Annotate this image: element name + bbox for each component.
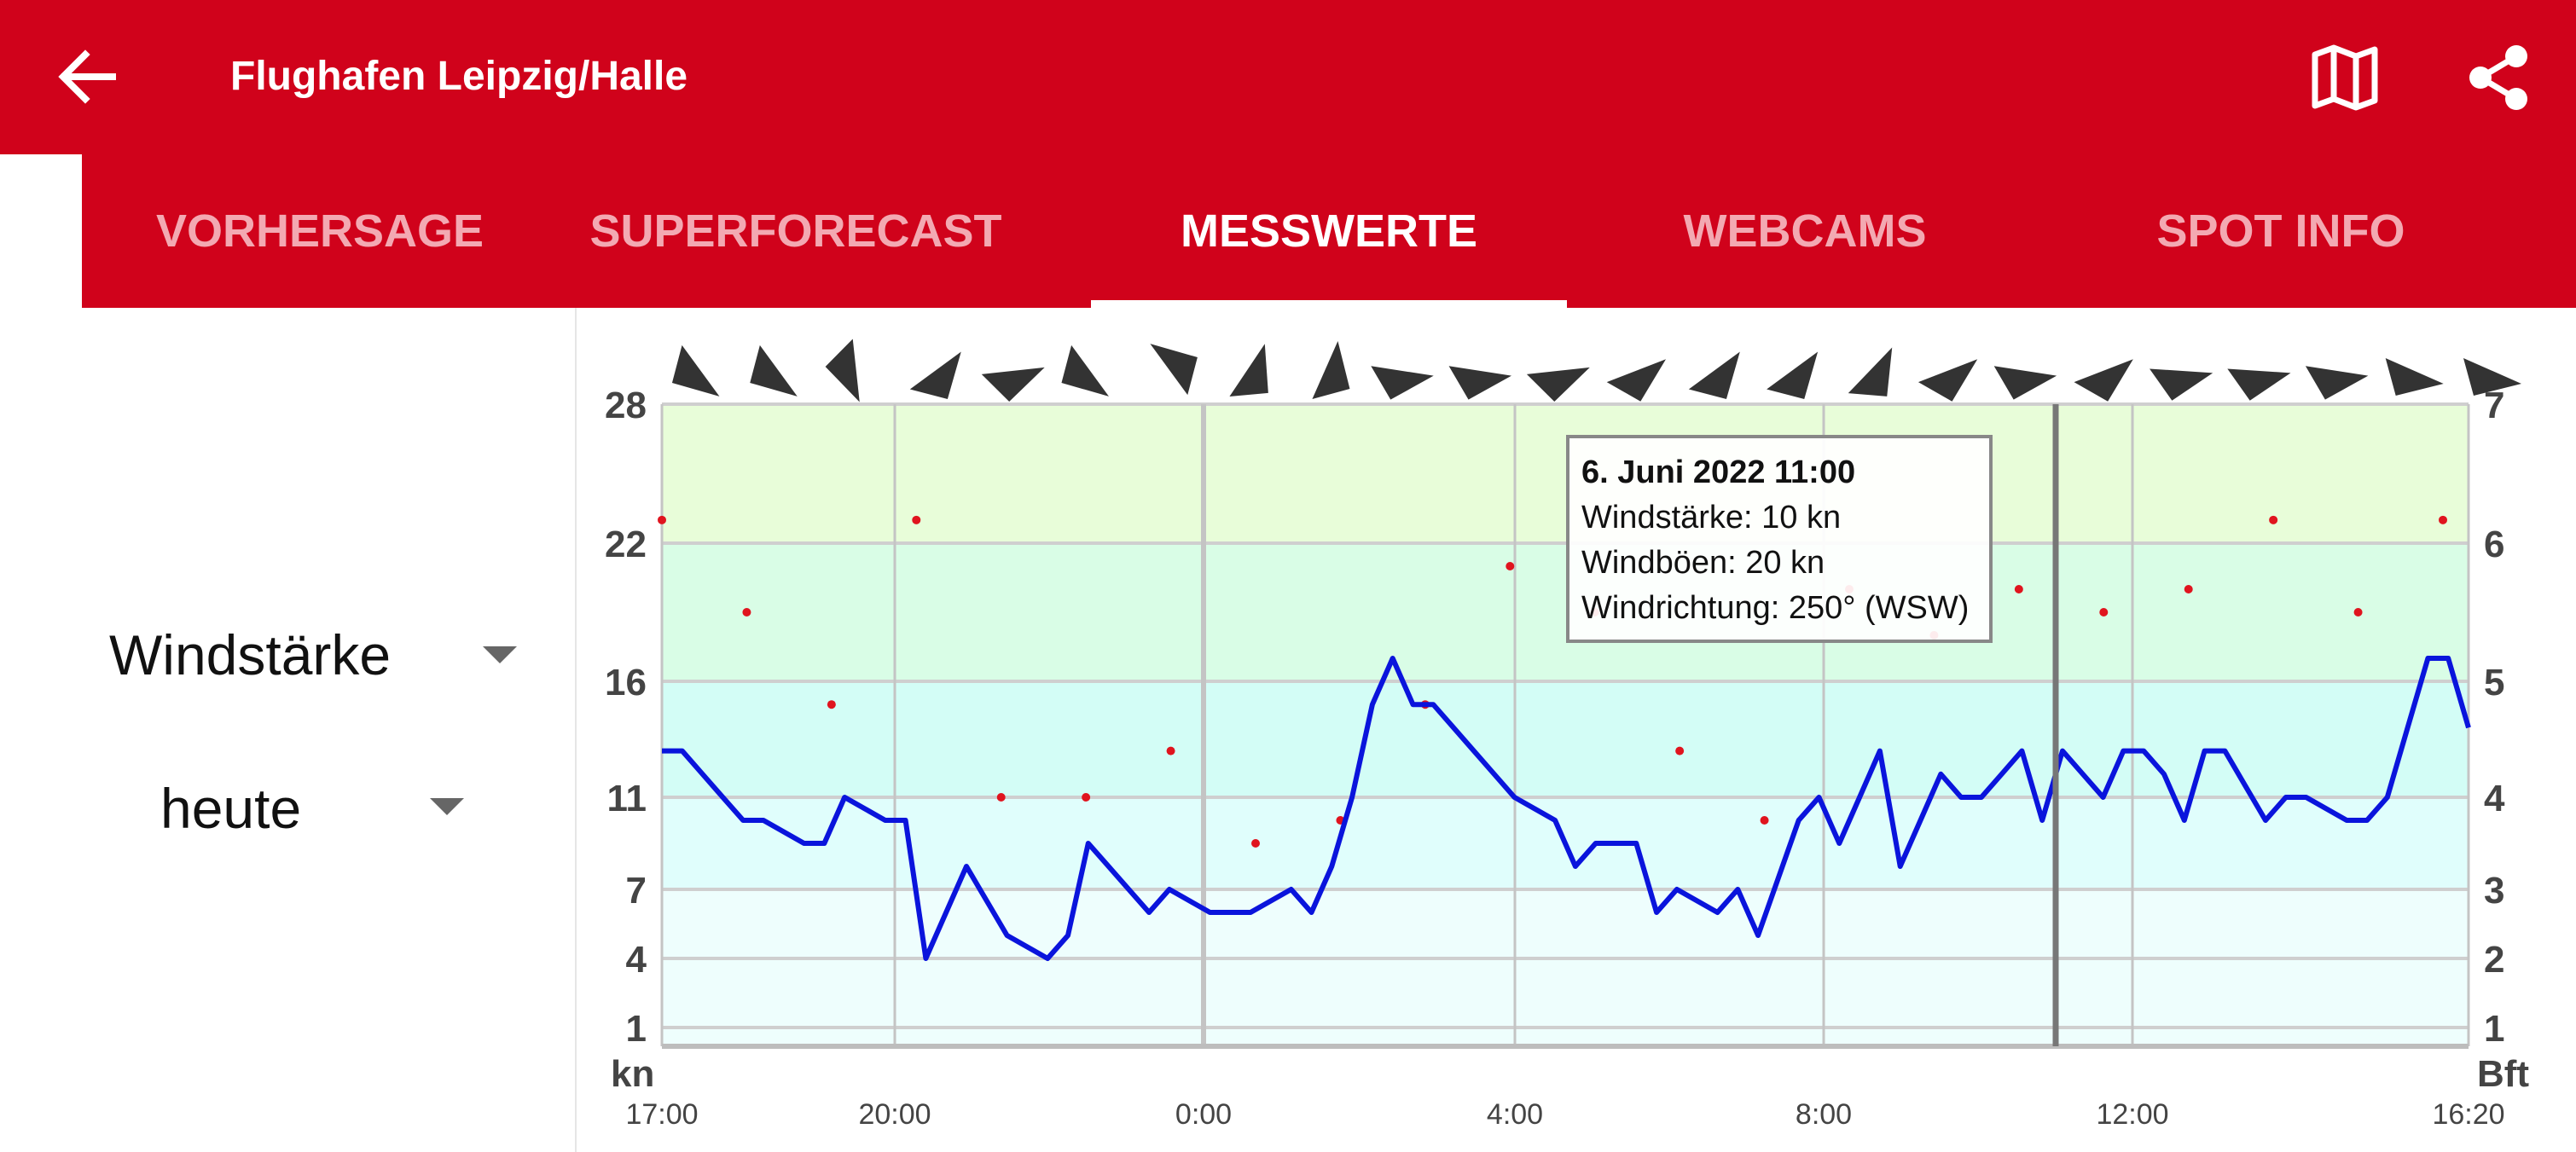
x-tick-label: 17:00 [625,1098,698,1131]
tab-superforecast[interactable]: SUPERFORECAST [589,206,1002,257]
y-tick-label-right: 1 [2484,1008,2504,1050]
share-icon [2469,45,2527,110]
wind-direction-arrow [1229,344,1268,397]
tab-vorhersage[interactable]: VORHERSAGE [155,206,484,257]
wind-direction-arrow [1993,366,2057,400]
wind-direction-arrow [2150,368,2213,401]
gust-point [2014,585,2023,593]
arrow-left-icon [58,49,116,104]
wind-direction-arrow [1312,341,1350,399]
gust-point [1675,746,1685,755]
x-tick-label: 16:20 [2432,1098,2504,1131]
gust-point [1251,839,1260,848]
map-icon [2312,44,2378,111]
wind-direction-arrow [981,367,1045,402]
y-tick-label-right: 3 [2484,870,2504,912]
tab-messwerte[interactable]: MESSWERTE [1180,206,1478,257]
gust-point [2269,515,2278,524]
gust-point [912,515,921,524]
y-tick-label-left: 1 [626,1008,647,1050]
y-tick-label-left: 4 [626,939,647,981]
wind-direction-arrow [750,344,798,397]
y-tick-label-right: 4 [2484,778,2505,819]
page-title: Flughafen Leipzig/Halle [230,54,688,99]
x-tick-label: 0:00 [1175,1098,1232,1131]
y-tick-label-right: 6 [2484,524,2504,565]
tab-bar: VORHERSAGE SUPERFORECAST MESSWERTE WEBCA… [82,154,2576,308]
wind-speed-line [662,656,2471,961]
wind-direction-arrow [2463,358,2521,396]
wind-direction-arrow [1371,366,1434,400]
wind-direction-arrow [2227,368,2291,401]
wind-direction-arrow [671,344,720,397]
app-bar: Flughafen Leipzig/Halle [0,0,2576,154]
x-tick-label: 12:00 [2096,1098,2168,1131]
period-select[interactable]: heute [160,777,302,840]
wind-direction-arrow [1448,366,1512,400]
tooltip-title: 6. Juni 2022 11:00 [1581,454,1855,490]
chart-band [662,889,2469,1046]
gust-point [1166,746,1175,755]
wind-direction-arrow [1606,359,1667,402]
chevron-down-icon[interactable] [483,646,517,663]
gust-point [2353,608,2363,617]
wind-direction-arrow [2305,366,2369,400]
y-unit-left: kn [611,1053,654,1095]
gust-point [1506,562,1515,570]
y-tick-label-right: 2 [2484,939,2504,981]
tooltip-line: Windstärke: 10 kn [1581,500,1841,535]
gust-point [2099,608,2109,617]
wind-direction-arrow [1688,351,1740,400]
pane-divider [575,308,577,1152]
y-tick-label-left: 16 [605,662,647,703]
y-tick-label-left: 7 [626,870,647,912]
gust-point [1760,816,1769,825]
y-tick-label-left: 11 [606,778,647,819]
tooltip-line: Windböen: 20 kn [1581,545,1825,581]
chart-band [662,404,2469,543]
tooltip-line: Windrichtung: 250° (WSW) [1581,590,1969,626]
chart-band [662,543,2469,681]
parameter-select[interactable]: Windstärke [109,623,392,686]
wind-direction-arrow [1061,344,1109,397]
y-tick-label-left: 28 [605,385,647,426]
tab-webcams[interactable]: WEBCAMS [1683,206,1927,257]
y-unit-right: Bft [2477,1053,2529,1095]
tooltip-box [1566,435,1993,643]
gust-point [1082,793,1091,802]
share-button[interactable] [2465,43,2533,113]
x-tick-label: 4:00 [1487,1098,1543,1131]
tab-spot-info[interactable]: SPOT INFO [2156,206,2405,257]
wind-direction-arrow [1150,344,1198,396]
gust-point [742,608,751,617]
map-button[interactable] [2308,43,2382,113]
gust-point [2184,585,2193,593]
x-tick-label: 20:00 [858,1098,931,1131]
wind-direction-arrow [2385,358,2444,396]
gust-point [827,700,836,709]
wind-direction-arrow [2074,359,2133,402]
wind-direction-arrow [825,339,860,402]
x-tick-label: 8:00 [1796,1098,1852,1131]
gust-point [2439,515,2447,524]
active-tab-indicator [1091,300,1567,308]
filter-panel [0,308,577,1152]
wind-direction-arrow [909,351,961,400]
chevron-down-icon[interactable] [430,798,464,815]
y-tick-label-left: 22 [605,524,647,565]
wind-direction-arrow [1526,367,1590,402]
y-tick-label-right: 5 [2484,662,2504,703]
wind-direction-arrow [1767,351,1819,400]
gust-point [658,515,666,524]
wind-direction-arrow [1917,359,1978,402]
wind-direction-arrow [1848,347,1893,397]
gust-point [996,793,1006,802]
back-button[interactable] [53,43,121,111]
